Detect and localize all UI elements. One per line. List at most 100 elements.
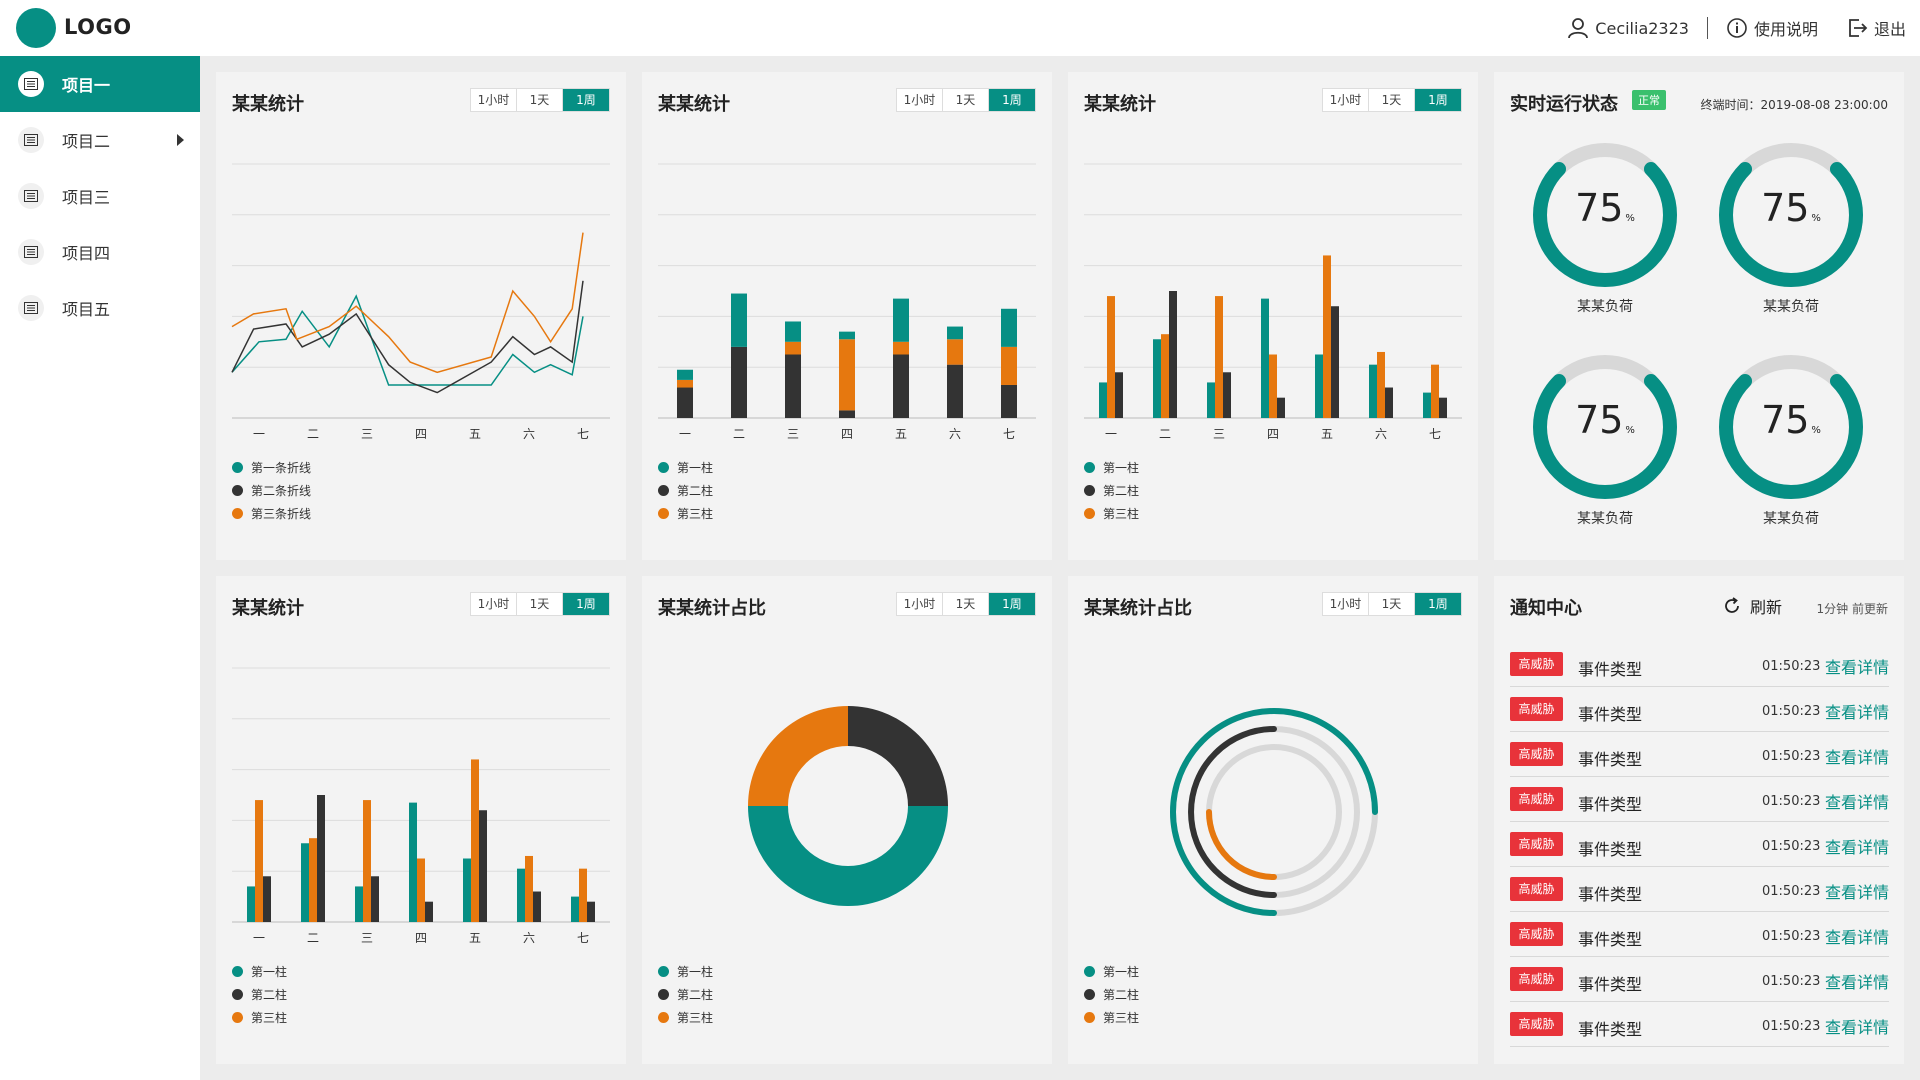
- view-details-link[interactable]: 查看详情: [1824, 658, 1889, 677]
- legend-dot: [658, 1012, 669, 1023]
- view-details-link[interactable]: 查看详情: [1824, 883, 1889, 902]
- range-option-week[interactable]: 1周: [563, 89, 609, 111]
- range-option-week[interactable]: 1周: [563, 593, 609, 615]
- threat-badge: 高威胁: [1510, 652, 1563, 676]
- legend-dot: [1084, 989, 1095, 1000]
- range-option-day[interactable]: 1天: [1369, 89, 1415, 111]
- view-details-link[interactable]: 查看详情: [1824, 928, 1889, 947]
- notification-row: 高威胁 事件类型 01:50:23 查看详情: [1510, 912, 1889, 957]
- range-option-hour[interactable]: 1小时: [1323, 89, 1369, 111]
- panel-title: 实时运行状态: [1510, 94, 1618, 115]
- refresh-button[interactable]: 刷新: [1722, 594, 1782, 618]
- chart-legend: 第一柱 第二柱 第三柱: [1084, 960, 1139, 1029]
- time-range-toggle: 1小时 1天 1周: [896, 592, 1036, 616]
- view-details-link[interactable]: 查看详情: [1824, 973, 1889, 992]
- sidebar-item-label: 项目三: [62, 188, 111, 207]
- status-badge: 正常: [1632, 90, 1666, 110]
- bar: [1331, 306, 1339, 418]
- view-details-link[interactable]: 查看详情: [1824, 838, 1889, 857]
- range-option-hour[interactable]: 1小时: [897, 89, 943, 111]
- expand-arrow-icon[interactable]: [177, 134, 184, 146]
- bar: [255, 800, 263, 922]
- threat-badge: 高威胁: [1510, 877, 1563, 901]
- notification-row: 高威胁 事件类型 01:50:23 查看详情: [1510, 642, 1889, 687]
- series-line: [231, 232, 584, 374]
- legend-item: 第三柱: [658, 502, 713, 525]
- panel-title: 某某统计: [232, 598, 304, 619]
- sidebar-item-3[interactable]: 项目三: [0, 168, 200, 224]
- logo-mark: [16, 8, 56, 48]
- sidebar-item-5[interactable]: 项目五: [0, 280, 200, 336]
- threat-badge: 高威胁: [1510, 922, 1563, 946]
- gauge-ring: [1719, 355, 1863, 499]
- bar-segment: [839, 331, 855, 340]
- bar: [371, 876, 379, 922]
- time-range-toggle: 1小时 1天 1周: [896, 88, 1036, 112]
- legend-item: 第二条折线: [232, 479, 311, 502]
- bar-segment: [785, 321, 801, 342]
- bar: [517, 868, 525, 922]
- user-menu[interactable]: Cecilia2323: [1567, 17, 1689, 39]
- bar: [525, 855, 533, 922]
- bar: [1269, 354, 1277, 418]
- view-details-link[interactable]: 查看详情: [1824, 793, 1889, 812]
- time-range-toggle: 1小时 1天 1周: [1322, 592, 1462, 616]
- legend-dot: [658, 966, 669, 977]
- legend-dot: [658, 485, 669, 496]
- view-details-link[interactable]: 查看详情: [1824, 748, 1889, 767]
- range-option-week[interactable]: 1周: [1415, 89, 1461, 111]
- logout-link[interactable]: 退出: [1846, 16, 1906, 40]
- line-chart: 一二三四五六七: [231, 163, 610, 441]
- x-tick-label: 五: [469, 427, 481, 441]
- bar-segment: [677, 379, 693, 388]
- radial-rings-chart: [1170, 708, 1378, 916]
- help-link[interactable]: 使用说明: [1726, 16, 1818, 40]
- range-option-day[interactable]: 1天: [517, 593, 563, 615]
- legend-dot: [658, 989, 669, 1000]
- range-option-week[interactable]: 1周: [989, 89, 1035, 111]
- range-option-hour[interactable]: 1小时: [471, 89, 517, 111]
- range-option-hour[interactable]: 1小时: [471, 593, 517, 615]
- event-type: 事件类型: [1578, 705, 1643, 724]
- legend-item: 第一柱: [658, 456, 713, 479]
- bar: [1385, 387, 1393, 418]
- x-tick-label: 四: [415, 427, 427, 441]
- list-icon: [18, 295, 44, 321]
- x-tick-label: 七: [1429, 427, 1441, 441]
- bar: [363, 800, 371, 922]
- range-option-day[interactable]: 1天: [517, 89, 563, 111]
- bar: [479, 810, 487, 922]
- chart-legend: 第一柱 第二柱 第三柱: [1084, 456, 1139, 525]
- view-details-link[interactable]: 查看详情: [1824, 703, 1889, 722]
- pie-slice: [748, 806, 948, 906]
- legend-label: 第二柱: [1103, 484, 1140, 498]
- range-option-week[interactable]: 1周: [989, 593, 1035, 615]
- event-time: 01:50:23: [1762, 1019, 1821, 1034]
- legend-label: 第二柱: [1103, 988, 1140, 1002]
- legend-label: 第二柱: [251, 988, 288, 1002]
- legend-dot: [1084, 1012, 1095, 1023]
- range-option-hour[interactable]: 1小时: [1323, 593, 1369, 615]
- notification-list: 高威胁 事件类型 01:50:23 查看详情 高威胁 事件类型 01:50:23 查看详情 高威…: [1510, 642, 1889, 1047]
- notification-row: 高威胁 事件类型 01:50:23 查看详情: [1510, 957, 1889, 1002]
- bar: [1431, 364, 1439, 418]
- range-option-hour[interactable]: 1小时: [897, 593, 943, 615]
- sidebar-item-1[interactable]: 项目一: [0, 56, 200, 112]
- range-option-week[interactable]: 1周: [1415, 593, 1461, 615]
- bar: [1099, 382, 1107, 418]
- legend-dot: [232, 966, 243, 977]
- bar: [247, 886, 255, 922]
- event-time: 01:50:23: [1762, 974, 1821, 989]
- bar: [1207, 382, 1215, 418]
- sidebar-item-4[interactable]: 项目四: [0, 224, 200, 280]
- x-tick-label: 三: [361, 931, 373, 945]
- x-tick-label: 三: [361, 427, 373, 441]
- range-option-day[interactable]: 1天: [943, 89, 989, 111]
- range-option-day[interactable]: 1天: [1369, 593, 1415, 615]
- legend-item: 第三柱: [1084, 502, 1139, 525]
- range-option-day[interactable]: 1天: [943, 593, 989, 615]
- bar-segment: [839, 410, 855, 418]
- x-tick-label: 六: [523, 931, 535, 945]
- view-details-link[interactable]: 查看详情: [1824, 1018, 1889, 1037]
- sidebar-item-2[interactable]: 项目二: [0, 112, 200, 168]
